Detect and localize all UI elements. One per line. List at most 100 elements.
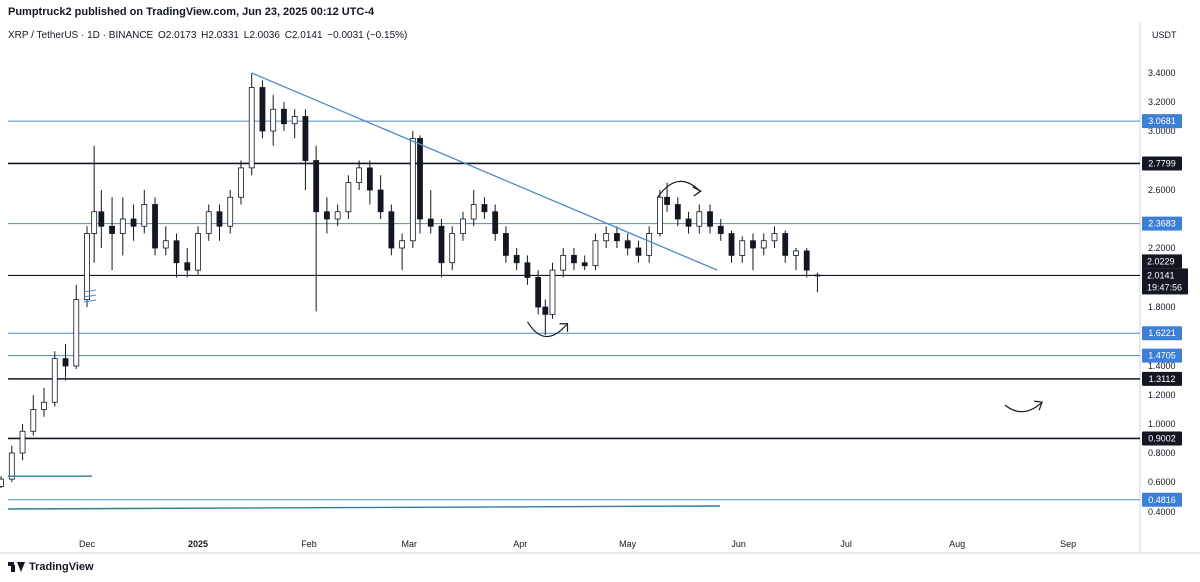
candle — [674, 197, 681, 227]
candle-body — [345, 182, 352, 213]
curved-arrow-annotation[interactable] — [526, 321, 569, 338]
candle — [19, 424, 26, 461]
candle — [696, 204, 703, 234]
symbol-name[interactable]: XRP / TetherUS · 1D · BINANCE — [8, 30, 154, 41]
candle — [270, 94, 277, 146]
candle — [334, 204, 341, 227]
candle — [216, 204, 223, 241]
candle-body — [91, 211, 98, 234]
candle — [657, 190, 663, 237]
x-tick-label: Aug — [949, 539, 965, 549]
countdown-label: 19:47:56 — [1147, 282, 1182, 292]
candle — [635, 240, 642, 263]
candle-body — [141, 204, 148, 227]
candle-body — [592, 240, 599, 267]
candle-body — [524, 262, 531, 278]
candle-body — [152, 204, 158, 249]
candle — [41, 387, 47, 417]
candle — [84, 226, 90, 307]
candle — [581, 255, 588, 271]
candle — [366, 160, 373, 205]
candle — [782, 230, 789, 263]
candle-body — [571, 254, 577, 264]
curved-arrow-annotation[interactable] — [1004, 400, 1043, 413]
candle — [717, 219, 724, 241]
candle — [281, 102, 287, 131]
candle — [227, 190, 234, 234]
candle-body — [30, 409, 37, 432]
level-price-tag — [1142, 371, 1182, 386]
current-price-label: 2.0141 — [1147, 270, 1175, 280]
low-value: L2.0036 — [243, 30, 280, 41]
candle — [91, 145, 98, 263]
candle — [707, 204, 713, 234]
publisher-header: Pumptruck2 published on TradingView.com,… — [8, 6, 375, 18]
curved-arrow-annotation[interactable] — [657, 180, 702, 198]
candle-body — [98, 211, 105, 227]
level-price-label: 1.4705 — [1148, 351, 1176, 361]
candle-body — [366, 167, 373, 191]
y-tick-label: 3.0000 — [1148, 126, 1176, 136]
y-tick-label: 0.8000 — [1148, 448, 1176, 458]
candle-body — [399, 240, 405, 249]
footer-brand: TradingView — [8, 561, 94, 573]
candle — [417, 135, 423, 234]
candle — [313, 145, 320, 312]
candle-body — [438, 225, 445, 264]
candle-body — [302, 116, 309, 161]
candle — [560, 248, 567, 278]
arrow-head-icon — [692, 186, 702, 197]
candle — [73, 284, 80, 369]
close-value: C2.0141 — [284, 30, 323, 41]
arrow-curve — [526, 321, 567, 338]
x-tick-label: Jun — [731, 539, 746, 549]
candle — [409, 131, 416, 248]
rising-support-line[interactable] — [7, 505, 721, 510]
candle-body — [130, 218, 137, 227]
candle-body — [503, 233, 509, 256]
candle — [542, 299, 549, 336]
candle-body — [624, 240, 631, 249]
change-value: −0.0031 (−0.15%) — [327, 30, 408, 41]
arrow-head-icon — [559, 323, 569, 332]
candle-body — [717, 225, 724, 234]
candle — [503, 226, 509, 263]
candle-body — [173, 240, 180, 264]
candle — [345, 175, 352, 219]
arrow-curve — [1004, 402, 1042, 413]
candle-body — [291, 116, 298, 125]
x-tick-label: Jul — [840, 539, 852, 549]
high-marker-label: 2.0229 — [1147, 256, 1175, 266]
candle-body — [417, 137, 423, 220]
candle — [98, 190, 105, 248]
candle — [388, 204, 395, 256]
level-price-tag — [1142, 156, 1182, 171]
candle-body — [535, 277, 542, 308]
candle — [614, 226, 620, 248]
candle-body — [664, 196, 670, 205]
candle-body — [793, 250, 799, 256]
candle — [173, 233, 180, 278]
level-price-tag — [1142, 216, 1182, 231]
candle-body — [313, 160, 320, 213]
candle — [449, 226, 456, 271]
candle — [492, 204, 499, 241]
candle — [803, 248, 810, 278]
level-price-label: 2.3683 — [1148, 219, 1176, 229]
candle-body — [674, 204, 681, 220]
level-price-tag — [1142, 114, 1182, 129]
currency-label[interactable]: USDT — [1152, 30, 1177, 40]
x-tick-label: Dec — [79, 539, 96, 549]
candle — [814, 272, 821, 293]
candle — [603, 226, 610, 248]
symbol-info: XRP / TetherUS · 1D · BINANCE O2.0173 H2… — [8, 30, 409, 41]
candle — [481, 197, 488, 219]
y-tick-label: 3.4000 — [1148, 68, 1176, 78]
candle — [760, 233, 767, 256]
candle-body — [195, 233, 201, 271]
descending-trendline[interactable] — [251, 72, 718, 271]
candle-body — [782, 233, 789, 256]
candle-body — [248, 87, 255, 169]
candle — [238, 160, 244, 205]
